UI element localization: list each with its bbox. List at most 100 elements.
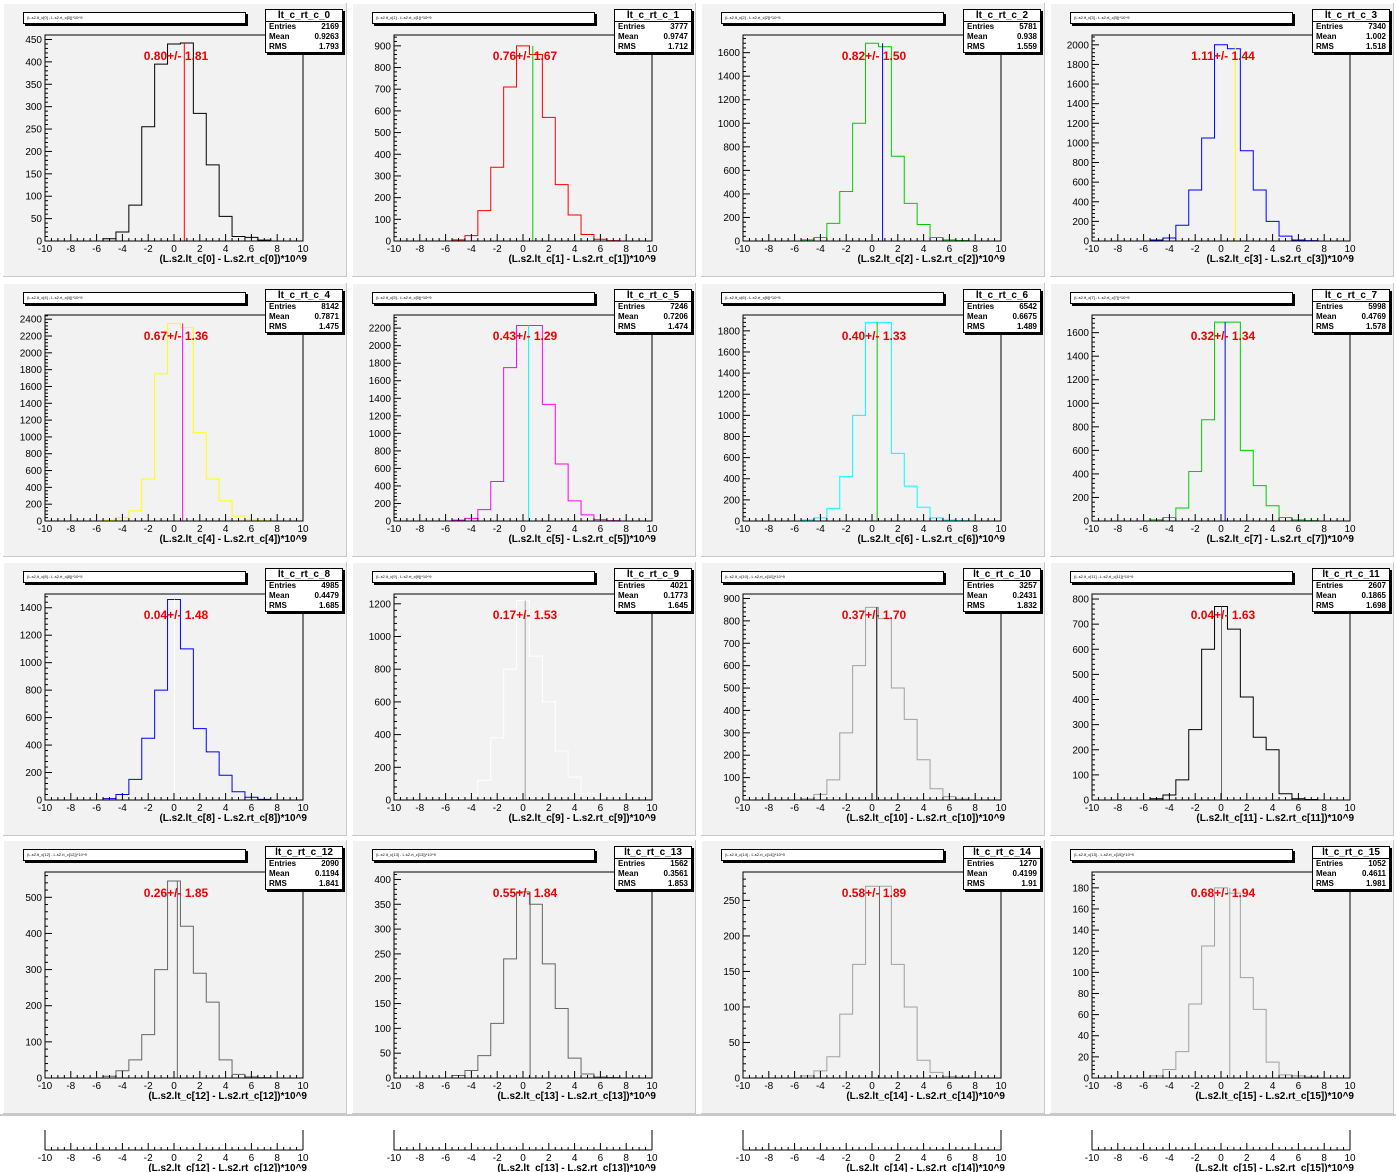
histogram-series (102, 42, 272, 241)
histogram-bin (1227, 629, 1240, 800)
x-tick-label: 8 (972, 524, 978, 535)
stats-value: 0.1773 (663, 591, 688, 600)
y-tick-label: 1000 (1067, 138, 1090, 149)
histogram-bin (180, 926, 193, 1078)
stats-value: 0.6675 (1012, 312, 1037, 321)
y-tick-label: 200 (374, 193, 391, 204)
x-tick-label: 8 (274, 524, 280, 535)
y-tick-label: 600 (25, 466, 42, 477)
y-tick-label: 600 (723, 166, 740, 177)
y-tick-label: 300 (25, 102, 42, 113)
stats-value: 1.645 (667, 601, 688, 610)
x-tick-label: -6 (92, 1081, 101, 1092)
y-tick-label: 800 (1072, 595, 1089, 606)
x-axis: -10 -8 -6 -4 -2 0 2 4 6 8 10(L.s2.lt_c[12] - L.s2.… (38, 1071, 309, 1102)
x-axis-label: (L.s2.lt_c[11] - L.s2.rt_c[11])*10^9 (1196, 813, 1354, 824)
histogram-bin (827, 1057, 840, 1078)
x-tick-label: -8 (415, 803, 424, 814)
x-tick-label: 10 (1344, 244, 1356, 255)
x-tick-label: -4 (467, 803, 476, 814)
y-tick-label: 1200 (718, 390, 741, 401)
x-tick-label: 4 (1270, 1081, 1276, 1092)
stats-row-entries: Entries 2169 (266, 22, 342, 32)
x-tick-label: -6 (790, 803, 799, 814)
x-tick-label: -2 (842, 803, 851, 814)
x-tick-label: 8 (274, 244, 280, 255)
stats-value: 6542 (1019, 302, 1037, 311)
y-tick-label: 200 (723, 931, 740, 942)
histogram-title: (L.s2.lt_c[5] - L.s2.rt_c[5])*10^9 (372, 292, 595, 304)
y-tick-label: 250 (723, 896, 740, 907)
x-tick-label: 4 (921, 244, 927, 255)
stats-key: RMS (618, 322, 636, 331)
histogram-bin (904, 486, 917, 521)
stats-value: 0.4479 (314, 591, 339, 600)
x-tick-label: -6 (1139, 524, 1148, 535)
x-tick-label: -8 (1113, 244, 1122, 255)
stats-key: Mean (967, 312, 988, 321)
x-tick-label: 2 (197, 1153, 203, 1164)
histogram-name: lt_c_rt_c_2 (964, 10, 1040, 22)
stats-key: RMS (269, 42, 287, 51)
y-tick-label: 100 (1072, 770, 1089, 781)
histogram-bin (891, 964, 904, 1078)
x-tick-label: 6 (598, 1081, 604, 1092)
x-tick-label: -8 (66, 1081, 75, 1092)
x-tick-label: 10 (1344, 1153, 1356, 1164)
x-tick-label: 10 (646, 524, 658, 535)
histogram-bin (1240, 450, 1253, 521)
stats-row-rms: RMS 1.645 (615, 601, 691, 611)
strip-axis-2: -10 -8 -6 -4 -2 0 2 4 6 8 10(L.s2.lt_c[14] - L.s2.… (736, 1130, 1007, 1172)
histogram-series (1149, 44, 1319, 242)
strip-axes: -10 -8 -6 -4 -2 0 2 4 6 8 10(L.s2.lt_c[12] - L.s2.… (38, 1130, 1356, 1172)
stats-value: 1.474 (667, 322, 688, 331)
y-tick-label: 1600 (718, 48, 741, 59)
stats-value: 1.489 (1016, 322, 1037, 331)
y-tick-label: 2000 (20, 348, 43, 359)
histogram-series (451, 891, 621, 1079)
y-tick-label: 400 (374, 481, 391, 492)
histogram-plot: 0 200 400 600 800 1000 1200 1400 -10 -8 -6 -4 -2 0 2 4 6… (20, 593, 309, 824)
stats-key: Mean (269, 32, 290, 41)
y-axis: 0 100 200 300 400 500 600 700 800 (1072, 593, 1099, 807)
x-tick-label: 2 (546, 803, 552, 814)
histogram-bin (168, 323, 181, 521)
histogram-name: lt_c_rt_c_4 (266, 290, 342, 302)
histogram-bin (1240, 151, 1253, 241)
y-tick-label: 600 (374, 697, 391, 708)
histogram-title: (L.s2.lt_c[12] - L.s2.rt_c[12])*10^9 (23, 849, 246, 861)
stats-row-mean: Mean 0.4479 (266, 591, 342, 601)
x-tick-label: 4 (1270, 1153, 1276, 1164)
histogram-pad-13: 0 50 100 150 200 250 300 350 400 -10 -8 -6 -4 -2 0 2 4 6 8… (352, 840, 696, 1114)
stats-box: lt_c_rt_c_1 Entries 3777 Mean 0.9747 RMS 1.712 (614, 9, 692, 53)
y-tick-label: 1400 (20, 399, 43, 410)
stats-value: 0.1194 (314, 869, 339, 878)
x-axis-label: (L.s2.lt_c[10] - L.s2.rt_c[10])*10^9 (846, 813, 1005, 824)
x-axis: -10 -8 -6 -4 -2 0 2 4 6 8 10(L.s2.lt_c[15] - L.s2.… (1085, 1071, 1356, 1102)
y-tick-label: 50 (729, 1038, 741, 1049)
x-axis: -10 -8 -6 -4 -2 0 2 4 6 8 10(L.s2.lt_c[15] - L.s2.… (1085, 1143, 1356, 1172)
x-tick-label: 2 (1244, 803, 1250, 814)
x-tick-label: 0 (520, 524, 526, 535)
y-tick-label: 0 (1083, 237, 1089, 248)
y-tick-label: 400 (374, 875, 391, 886)
histogram-bin (1176, 1052, 1189, 1078)
y-tick-label: 1800 (20, 365, 43, 376)
x-tick-label: 2 (197, 1081, 203, 1092)
y-tick-label: 300 (1072, 720, 1089, 731)
stats-key: RMS (269, 322, 287, 331)
histogram-bin (1189, 730, 1202, 800)
x-tick-label: -6 (441, 524, 450, 535)
histogram-bin (142, 738, 155, 800)
x-tick-label: -6 (790, 1081, 799, 1092)
x-tick-label: 4 (572, 1081, 578, 1092)
histogram-title: (L.s2.lt_c[4] - L.s2.rt_c[4])*10^9 (23, 292, 246, 304)
histogram-bin (504, 669, 517, 800)
histogram-pad-15: 0 20 40 60 80 100 120 140 160 180 -10 -8 -6 -4 -2 0 2 4 6 8… (1050, 840, 1394, 1114)
x-tick-label: 8 (274, 1081, 280, 1092)
histogram-title: (L.s2.lt_c[1] - L.s2.rt_c[1])*10^9 (372, 12, 595, 24)
stats-box: lt_c_rt_c_14 Entries 1270 Mean 0.4199 RMS 1.91 (963, 846, 1041, 890)
y-tick-label: 0 (1083, 1074, 1089, 1085)
stats-key: Entries (967, 302, 995, 311)
x-tick-label: -4 (467, 524, 476, 535)
